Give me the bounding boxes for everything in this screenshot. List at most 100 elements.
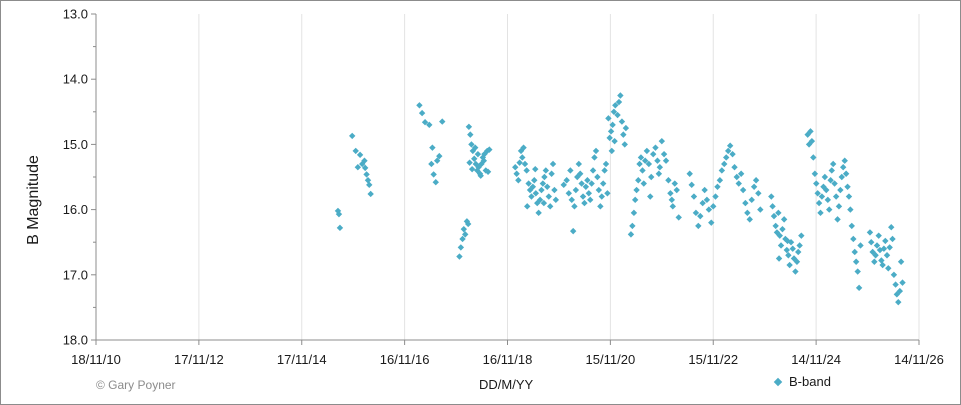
data-point [582,183,590,190]
data-point [775,209,782,217]
data-point [515,177,522,184]
data-point [598,193,605,200]
data-point [569,227,577,235]
data-point [618,118,626,125]
data-point [635,177,642,184]
data-point [673,186,680,194]
data-point [789,245,796,252]
data-point [433,157,441,164]
data-point [710,203,717,210]
data-point [780,216,788,223]
data-point [708,219,715,226]
legend: B-band [773,374,831,389]
data-point [810,154,817,161]
data-point [742,199,749,207]
data-point [690,193,698,200]
data-point [871,258,878,265]
data-point [538,186,545,194]
data-point [610,108,618,115]
data-point [882,237,889,245]
data-point [852,258,860,265]
x-tick-label: 17/11/12 [174,352,224,367]
data-point [813,180,820,187]
data-point [352,147,359,155]
data-point [786,261,793,269]
data-point [622,124,630,132]
data-point [897,258,905,265]
data-point [575,160,583,168]
x-tick-label: 16/11/16 [380,352,430,367]
data-point [869,248,876,256]
data-point [630,209,638,217]
data-point [474,150,482,158]
data-point [597,203,604,210]
data-point [547,203,554,210]
y-tick-label: 16.0 [63,202,88,217]
data-point [468,141,475,148]
y-tick-label: 17.0 [63,267,88,282]
data-point [835,203,843,210]
data-point [841,157,848,164]
data-point [772,222,779,230]
data-point [532,165,539,173]
y-axis-title: B Magnitude [25,155,42,245]
data-point [850,235,857,243]
data-point [460,225,468,233]
data-point [636,160,643,168]
data-point [757,206,764,213]
data-point [609,121,616,129]
data-point [647,193,654,200]
x-tick-label: 15/11/22 [688,352,738,367]
data-point [769,203,776,210]
data-point [686,170,693,177]
data-point [585,190,593,197]
data-point [654,157,661,164]
data-point [418,109,426,117]
data-point [548,170,555,177]
data-point [629,222,636,230]
data-point [658,137,666,145]
data-point [872,252,879,259]
data-point [552,196,560,204]
data-point [540,199,548,207]
data-point [885,265,892,272]
data-point [366,181,373,189]
data-point [588,180,595,187]
data-point [643,147,651,155]
data-point [893,291,901,298]
data-point [807,128,814,135]
data-point [879,261,886,269]
data-point [608,147,615,155]
data-point [792,268,799,275]
data-point [565,190,573,197]
data-point [335,210,343,218]
data-point [606,134,613,142]
y-tick-label: 13.0 [63,7,88,22]
data-point [665,177,672,184]
data-point [712,193,719,200]
data-point [513,170,520,177]
data-point [517,147,525,155]
data-point [462,231,469,238]
data-point [364,177,372,184]
data-point [633,186,640,194]
data-point [731,164,738,171]
data-point [667,190,674,197]
data-point [784,237,791,245]
data-point [467,131,474,138]
data-point [839,164,847,171]
data-point [531,177,538,184]
data-point [868,239,875,246]
data-point [827,177,834,184]
data-point [886,244,893,251]
data-point [669,203,677,210]
data-point [824,196,832,204]
data-point [528,193,535,200]
data-point [617,92,624,99]
data-point [832,193,840,200]
data-point [567,167,574,174]
data-point [662,157,670,164]
data-point [888,224,895,231]
y-tick-label: 14.0 [63,72,88,87]
